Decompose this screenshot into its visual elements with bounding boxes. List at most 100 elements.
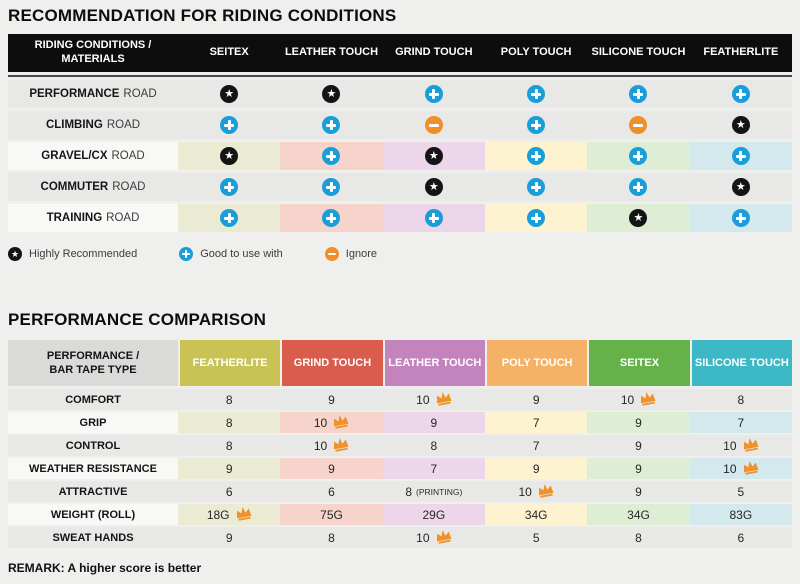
- rating-cell: [689, 204, 792, 232]
- score-value: 9: [635, 415, 642, 430]
- minus-icon: [424, 116, 443, 134]
- score-value: 10: [313, 415, 328, 430]
- score-cell: 10: [280, 412, 383, 433]
- score-cell: 7: [485, 435, 588, 456]
- score-cell: 9: [485, 458, 588, 479]
- rating-cell: [280, 111, 383, 139]
- score-cell: 10: [689, 458, 792, 479]
- plus-icon: [220, 116, 239, 134]
- header-divider: [8, 75, 792, 77]
- plus-icon: [424, 209, 443, 227]
- table-row: PERFORMANCE ROAD ★ ★: [8, 80, 792, 108]
- star-icon: ★: [731, 116, 750, 134]
- rating-cell: [587, 142, 690, 170]
- performance-label-header: PERFORMANCE / BAR TAPE TYPE: [8, 340, 178, 386]
- column-header-silicone-touch: SILICONE TOUCH: [591, 46, 686, 59]
- rating-cell: [178, 111, 281, 139]
- score-value: 9: [635, 484, 642, 499]
- rating-cell: [689, 142, 792, 170]
- score-value: 10: [723, 438, 737, 453]
- score-cell: 34G: [587, 504, 690, 525]
- score-value: 18G: [206, 507, 230, 522]
- score-cell: 75G: [280, 504, 383, 525]
- rating-cell: [485, 173, 588, 201]
- score-cell: 8: [280, 527, 383, 548]
- row-label: CONTROL: [8, 435, 178, 456]
- rating-cell: [280, 204, 383, 232]
- score-value: 5: [532, 530, 540, 545]
- column-header-grind-touch: GRIND TOUCH: [280, 340, 383, 386]
- legend-item: Good to use with: [179, 247, 283, 261]
- score-cell: 8: [689, 389, 792, 410]
- plus-icon: [322, 116, 341, 134]
- score-cell: 8: [382, 435, 485, 456]
- column-header-leather-touch: LEATHER TOUCH: [284, 46, 379, 59]
- score-value: 9: [532, 392, 540, 407]
- star-icon: ★: [322, 85, 341, 103]
- score-cell: 9: [587, 481, 690, 502]
- score-value: 6: [225, 484, 233, 499]
- score-cell: 6: [280, 481, 383, 502]
- score-cell: 8: [178, 389, 281, 410]
- plus-icon: [424, 85, 443, 103]
- rating-cell: [485, 142, 588, 170]
- rating-cell: [485, 204, 588, 232]
- score-value: 9: [635, 461, 642, 476]
- score-value: 10: [723, 461, 737, 476]
- score-cell: 9: [280, 389, 383, 410]
- score-cell: 9: [485, 389, 588, 410]
- crown-icon: [743, 438, 758, 452]
- riding-conditions-table-header: RIDING CONDITIONS / MATERIALS SEITEX LEAT…: [8, 34, 792, 72]
- score-value: 7: [737, 415, 745, 430]
- rating-cell: ★: [587, 204, 690, 232]
- row-label: COMFORT: [8, 389, 178, 410]
- rating-cell: ★: [280, 80, 383, 108]
- score-cell: 8: [587, 527, 690, 548]
- legend-item: Ignore: [324, 247, 377, 261]
- rating-cell: ★: [382, 173, 485, 201]
- table-row: GRAVEL/CX ROAD ★ ★: [8, 142, 792, 170]
- score-value: 9: [225, 461, 233, 476]
- score-cell: 10: [587, 389, 690, 410]
- plus-icon: [527, 116, 546, 134]
- table-row: WEATHER RESISTANCE 9 9 7 9 9 10: [8, 458, 792, 479]
- score-cell: 7: [382, 458, 485, 479]
- table-row: CLIMBING ROAD ★: [8, 111, 792, 139]
- legend-label: Highly Recommended: [29, 248, 138, 260]
- column-header-poly-touch: POLY TOUCH: [485, 340, 588, 386]
- rating-cell: [178, 173, 281, 201]
- score-cell: 9: [178, 458, 281, 479]
- rating-cell: [485, 80, 588, 108]
- score-cell: 5: [689, 481, 792, 502]
- score-cell: 10: [485, 481, 588, 502]
- minus-icon: [324, 247, 339, 261]
- plus-icon: [179, 247, 194, 261]
- plus-icon: [527, 85, 546, 103]
- performance-table-body: COMFORT 8 9 10 9 10 8 GRIP 8 10 9 7 9 7 CONTROL 8 10 8 7 9 1…: [8, 389, 792, 548]
- star-icon: ★: [424, 147, 443, 165]
- riding-conditions-table-body: PERFORMANCE ROAD ★ ★ CLIMBING ROAD ★ GRAVEL/CX R…: [8, 80, 792, 232]
- legend-label: Good to use with: [200, 248, 283, 260]
- score-value: 75G: [320, 507, 343, 522]
- star-icon: ★: [629, 209, 648, 227]
- rating-cell: ★: [178, 142, 281, 170]
- table-row: SWEAT HANDS 9 8 10 5 8 6: [8, 527, 792, 548]
- plus-icon: [731, 209, 750, 227]
- score-cell: 7: [485, 412, 588, 433]
- crown-icon: [743, 461, 758, 475]
- score-value: 9: [328, 461, 335, 476]
- score-value: 9: [328, 392, 335, 407]
- score-value: 5: [737, 484, 745, 499]
- rating-cell: [280, 173, 383, 201]
- plus-icon: [322, 178, 341, 196]
- legend-item: ★ Highly Recommended: [8, 247, 137, 261]
- score-value: 29G: [422, 507, 446, 522]
- crown-icon: [641, 392, 656, 406]
- row-label: ATTRACTIVE: [8, 481, 178, 502]
- table-row: ATTRACTIVE 6 6 8 (PRINTING) 10 9 5: [8, 481, 792, 502]
- crown-icon: [334, 438, 349, 452]
- row-label: GRIP: [8, 412, 178, 433]
- score-value: 7: [532, 415, 540, 430]
- score-value: 8: [328, 530, 335, 545]
- riding-conditions-title: RECOMMENDATION FOR RIDING CONDITIONS: [8, 6, 397, 25]
